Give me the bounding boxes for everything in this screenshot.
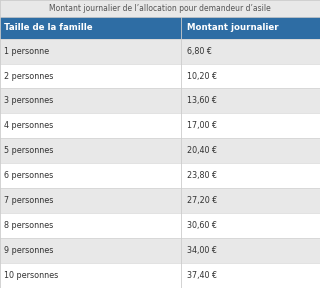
FancyBboxPatch shape [0, 0, 320, 17]
FancyBboxPatch shape [0, 213, 320, 238]
FancyBboxPatch shape [0, 17, 320, 39]
Text: 6,80 €: 6,80 € [187, 47, 212, 56]
FancyBboxPatch shape [0, 39, 320, 64]
Text: 27,20 €: 27,20 € [187, 196, 217, 205]
Text: 9 personnes: 9 personnes [4, 246, 53, 255]
Text: 13,60 €: 13,60 € [187, 96, 217, 105]
Text: 5 personnes: 5 personnes [4, 146, 53, 155]
Text: Montant journalier de l’allocation pour demandeur d’asile: Montant journalier de l’allocation pour … [49, 4, 271, 13]
FancyBboxPatch shape [0, 88, 320, 113]
Text: 10 personnes: 10 personnes [4, 271, 58, 280]
Text: 10,20 €: 10,20 € [187, 71, 217, 81]
Text: 30,60 €: 30,60 € [187, 221, 217, 230]
Text: 8 personnes: 8 personnes [4, 221, 53, 230]
Text: Taille de la famille: Taille de la famille [4, 23, 92, 32]
Text: 20,40 €: 20,40 € [187, 146, 217, 155]
Text: Montant journalier: Montant journalier [187, 23, 278, 32]
FancyBboxPatch shape [0, 163, 320, 188]
Text: 1 personne: 1 personne [4, 47, 49, 56]
FancyBboxPatch shape [0, 113, 320, 138]
Text: 4 personnes: 4 personnes [4, 121, 53, 130]
Text: 2 personnes: 2 personnes [4, 71, 53, 81]
Text: 23,80 €: 23,80 € [187, 171, 217, 180]
Text: 6 personnes: 6 personnes [4, 171, 53, 180]
FancyBboxPatch shape [0, 64, 320, 88]
Text: 37,40 €: 37,40 € [187, 271, 217, 280]
FancyBboxPatch shape [0, 238, 320, 263]
Text: 17,00 €: 17,00 € [187, 121, 217, 130]
FancyBboxPatch shape [0, 138, 320, 163]
FancyBboxPatch shape [0, 263, 320, 288]
Text: 3 personnes: 3 personnes [4, 96, 53, 105]
Text: 34,00 €: 34,00 € [187, 246, 217, 255]
FancyBboxPatch shape [0, 188, 320, 213]
Text: 7 personnes: 7 personnes [4, 196, 53, 205]
